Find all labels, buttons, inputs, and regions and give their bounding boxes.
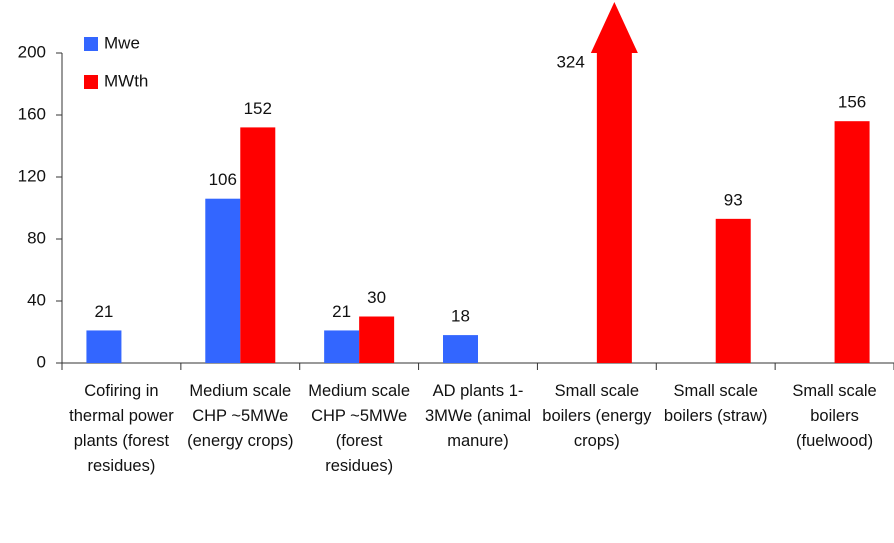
- x-tick-label: Cofiring in thermal power plants (forest…: [69, 382, 174, 475]
- x-tick-label: Small scale boilers (fuelwood): [792, 382, 877, 450]
- x-tick-label: Small scale boilers (energy crops): [542, 382, 652, 450]
- y-tick-label: 200: [18, 42, 46, 61]
- value-label: 156: [838, 93, 866, 112]
- bar: [596, 53, 632, 363]
- value-label: 21: [332, 302, 351, 321]
- value-label: 30: [367, 288, 386, 307]
- bar: [359, 316, 395, 363]
- value-label: 152: [244, 99, 272, 118]
- bar: [834, 121, 870, 363]
- x-tick-label: AD plants 1-3MWe (animal manure): [424, 382, 532, 450]
- bar: [443, 335, 478, 363]
- value-label: 106: [209, 170, 237, 189]
- y-tick-label: 80: [27, 228, 46, 247]
- legend-label: Mwe: [104, 33, 140, 52]
- x-tick-label: Small scale boilers (straw): [663, 382, 768, 425]
- value-label: 324: [556, 52, 584, 71]
- legend-swatch: [84, 75, 98, 89]
- y-tick-label: 40: [27, 290, 46, 309]
- legend-swatch: [84, 37, 98, 51]
- value-label: 18: [451, 307, 470, 326]
- value-label: 21: [94, 302, 113, 321]
- bar: [240, 127, 276, 363]
- x-tick-label: Medium scale CHP ~5MWe (forest residues): [308, 382, 411, 475]
- bar: [324, 330, 360, 363]
- y-tick-label: 0: [37, 352, 46, 371]
- y-tick-label: 160: [18, 104, 46, 123]
- bar: [715, 218, 751, 363]
- x-tick-label: Medium scale CHP ~5MWe (energy crops): [187, 382, 294, 450]
- value-label: 93: [724, 190, 743, 209]
- y-tick-label: 120: [18, 166, 46, 185]
- legend-label: MWth: [104, 71, 148, 90]
- overflow-arrow: [590, 2, 638, 53]
- bar: [86, 330, 122, 363]
- bar: [205, 198, 241, 363]
